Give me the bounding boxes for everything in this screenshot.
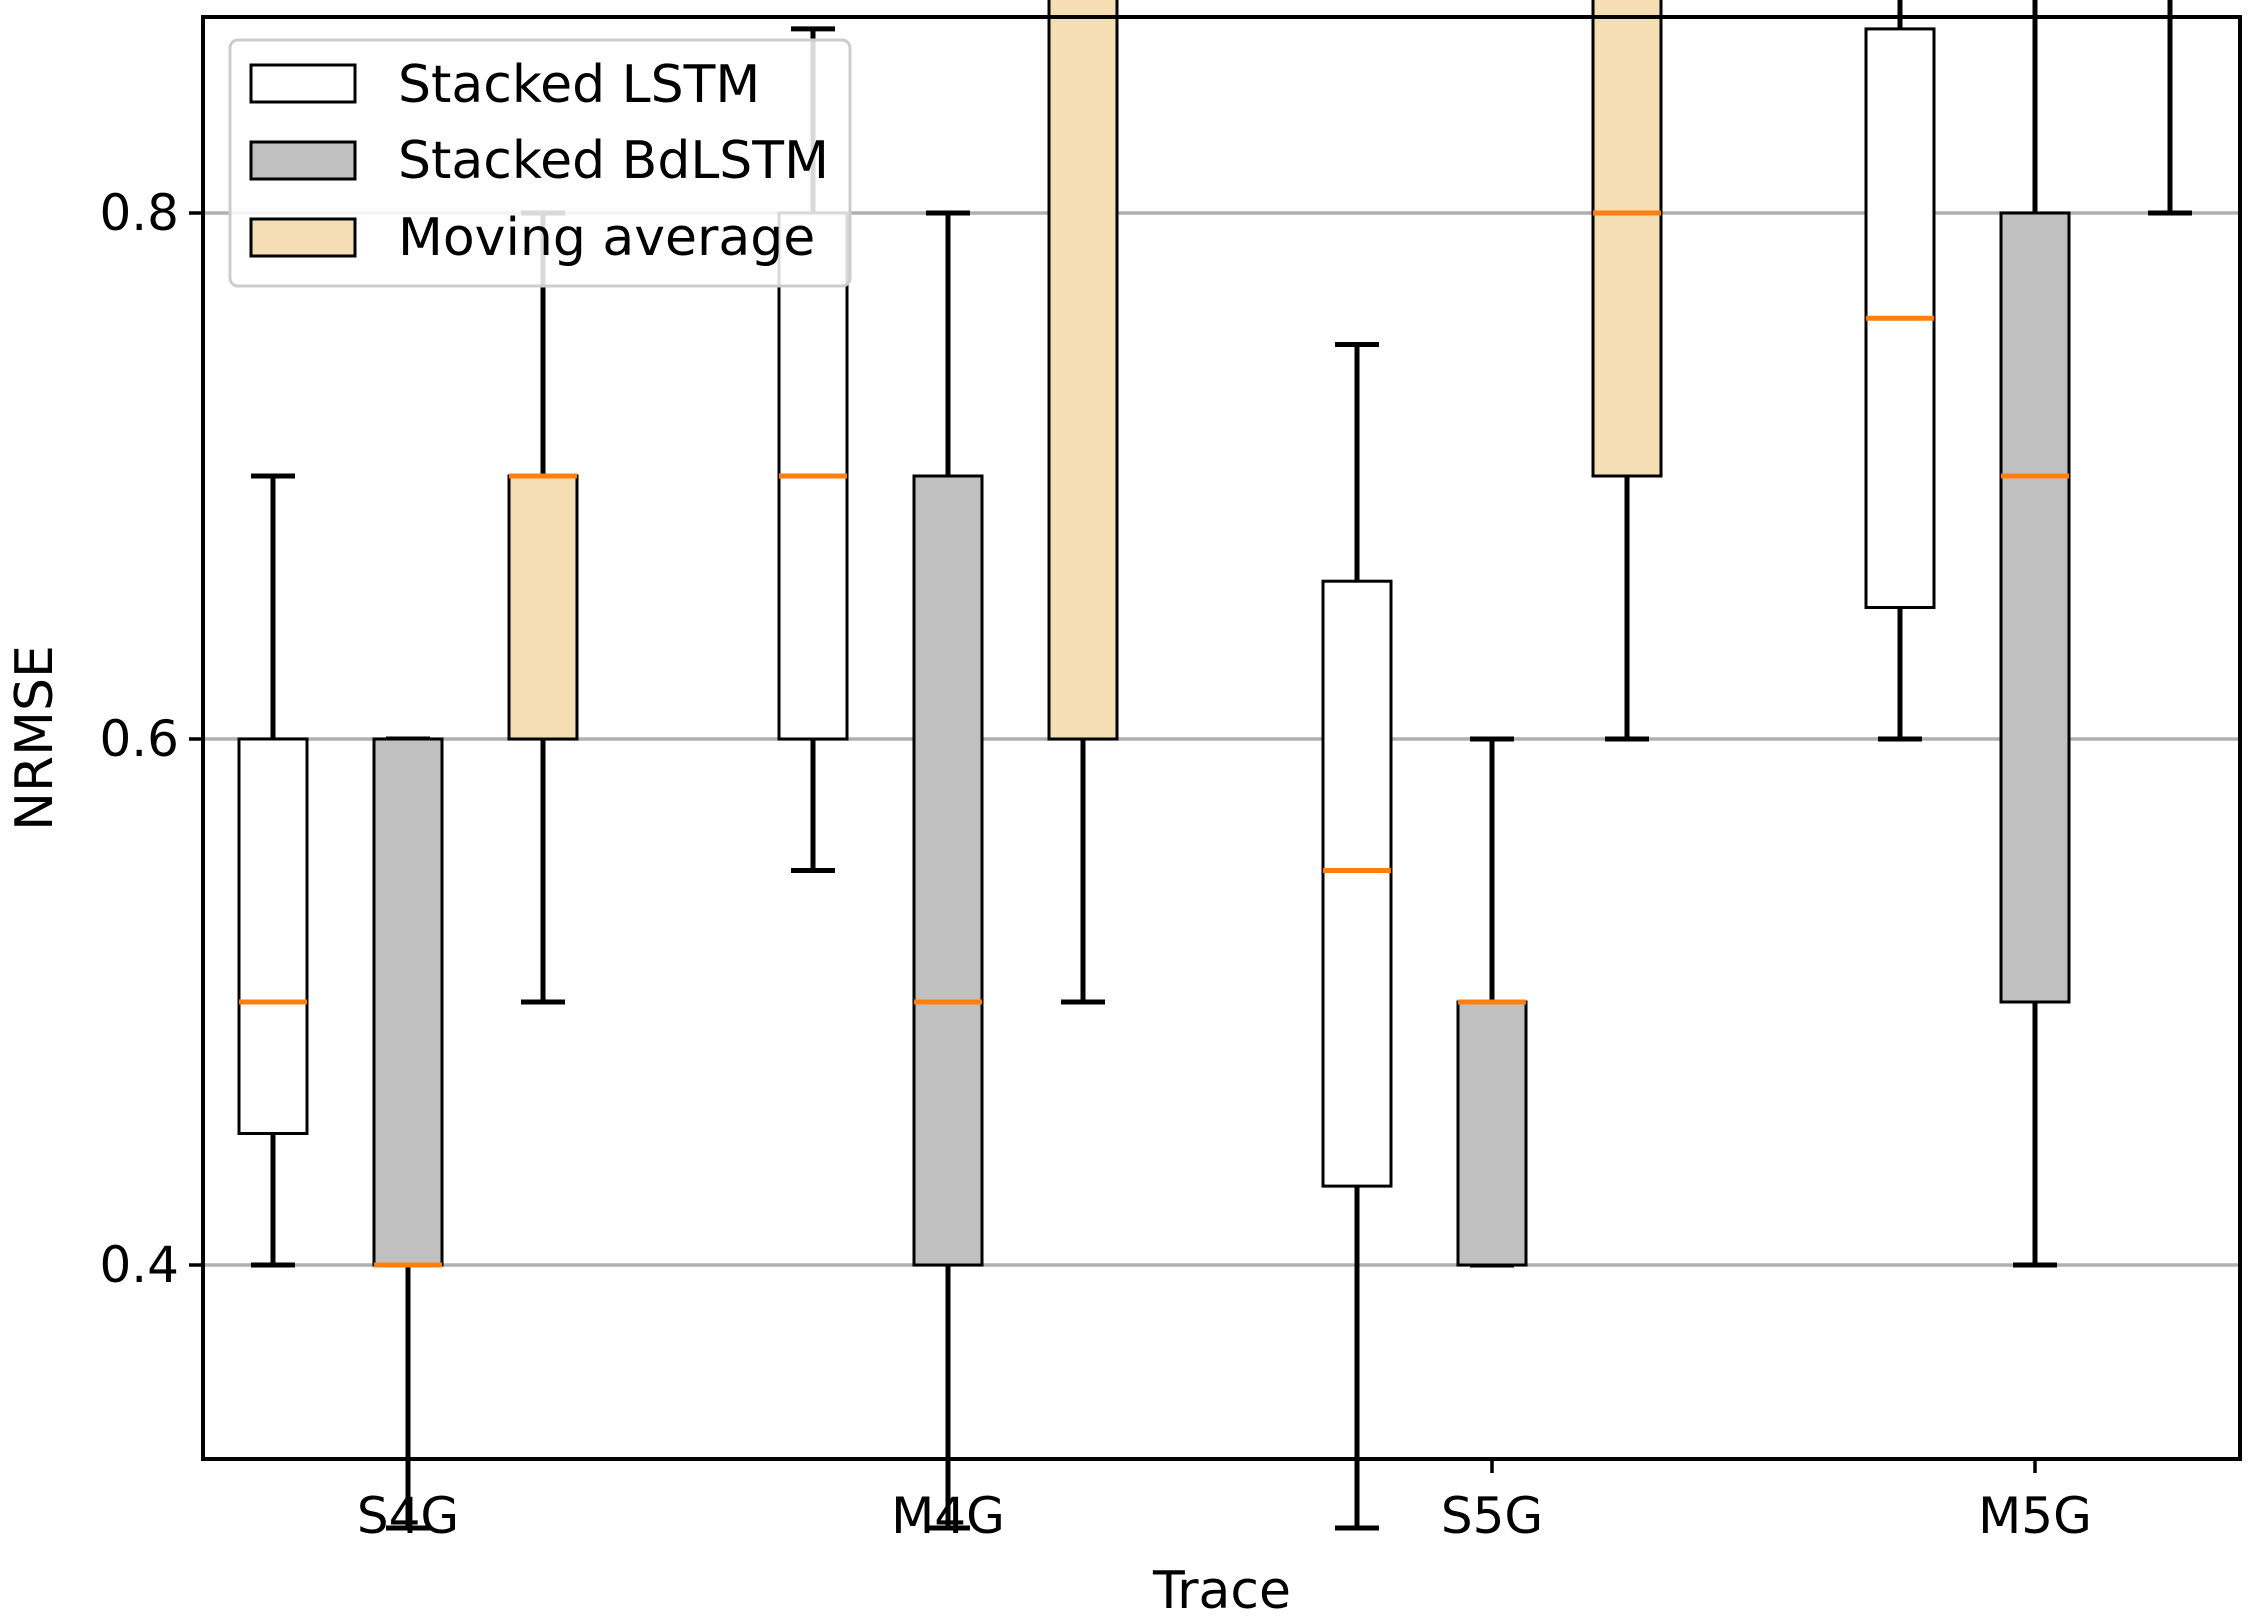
legend-swatch-stacked-lstm xyxy=(249,63,357,104)
y-tick-label: 0.4 xyxy=(99,1236,179,1294)
y-axis-ticks: 0.40.60.81.01.2 xyxy=(99,184,203,1294)
box-body xyxy=(1456,1000,1528,1267)
x-axis-label: Trace xyxy=(1152,1561,1291,1619)
box-s4g-stacked-bdlstm xyxy=(372,736,444,1531)
box-body xyxy=(372,737,444,1267)
box-body xyxy=(237,737,309,1135)
box-body xyxy=(1047,0,1119,741)
box-m5g-stacked-lstm xyxy=(1864,0,1936,742)
box-m5g-stacked-bdlstm xyxy=(1999,0,2071,1268)
legend-frame xyxy=(228,38,852,288)
legend: Stacked LSTM Stacked BdLSTM Moving avera… xyxy=(228,38,852,288)
box-s4g-stacked-lstm xyxy=(237,473,309,1268)
box-m5g-moving-average xyxy=(2148,0,2192,216)
boxes xyxy=(237,0,2192,1531)
x-tick-label-s5g: S5G xyxy=(1441,1487,1543,1545)
legend-swatch-moving-average xyxy=(249,217,357,258)
y-tick-label: 0.6 xyxy=(99,710,179,768)
y-axis-label: NRMSE xyxy=(5,645,65,831)
box-m4g-moving-average xyxy=(1047,0,1119,1005)
legend-label-stacked-bdlstm: Stacked BdLSTM xyxy=(398,131,829,191)
box-body xyxy=(912,474,984,1267)
legend-swatch-stacked-bdlstm xyxy=(249,140,357,181)
box-body xyxy=(1999,211,2071,1004)
x-tick-label-m4g: M4G xyxy=(891,1487,1005,1545)
x-tick-label-m5g: M5G xyxy=(1978,1487,2092,1545)
box-s4g-moving-average xyxy=(507,210,579,1005)
box-s5g-stacked-bdlstm xyxy=(1456,736,1528,1268)
x-tick-label-s4g: S4G xyxy=(357,1487,459,1545)
y-tick-label: 0.8 xyxy=(99,184,179,242)
box-body xyxy=(1321,579,1393,1188)
box-body xyxy=(1591,0,1663,478)
box-body xyxy=(507,474,579,741)
box-s5g-moving-average xyxy=(1591,0,1663,742)
legend-label-stacked-lstm: Stacked LSTM xyxy=(398,55,760,115)
box-m4g-stacked-bdlstm xyxy=(912,210,984,1531)
box-s5g-stacked-lstm xyxy=(1321,342,1393,1531)
legend-label-moving-average: Moving average xyxy=(398,208,815,268)
x-axis-ticks: S4G M4G S5G M5G xyxy=(357,1459,2092,1545)
